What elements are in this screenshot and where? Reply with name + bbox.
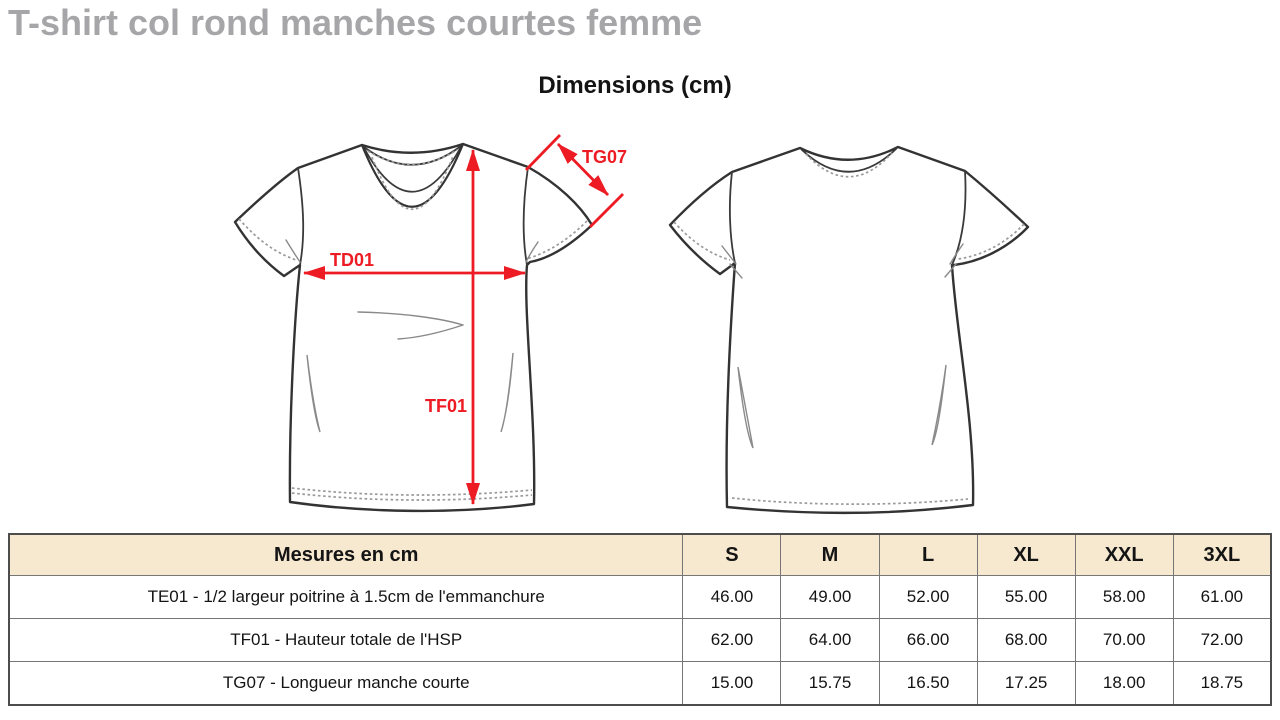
tg07-extension-line-bottom (589, 193, 624, 228)
front-hem-stitch-2 (291, 487, 533, 496)
table-row-te01: TE01 - 1/2 largeur poitrine à 1.5cm de l… (8, 575, 1272, 619)
column-header-size-3xl: 3XL (1172, 533, 1272, 576)
back-right-sleeve-stitch (957, 223, 1025, 260)
back-left-sleeve-stitch (673, 221, 731, 261)
column-header-size-xl: XL (976, 533, 1076, 576)
front-right-sleeve-stitch (525, 220, 588, 260)
column-header-mesures: Mesures en cm (8, 533, 684, 576)
size-value-cell: 68.00 (976, 618, 1076, 662)
column-header-size-xxl: XXL (1074, 533, 1174, 576)
dimensions-heading: Dimensions (cm) (538, 72, 732, 99)
page-title: T-shirt col rond manches courtes femme (8, 2, 703, 43)
back-wrinkles (721, 243, 964, 449)
size-value-cell: 17.25 (976, 661, 1076, 706)
front-shirt-silhouette (233, 142, 594, 513)
measure-label-cell: TF01 - Hauteur totale de l'HSP (8, 618, 684, 662)
size-value-cell: 46.00 (682, 575, 782, 619)
tf01-label: TF01 (425, 396, 467, 416)
measure-label-cell: TE01 - 1/2 largeur poitrine à 1.5cm de l… (8, 575, 684, 619)
column-header-size-m: M (780, 533, 880, 576)
back-right-armhole-seam (951, 170, 967, 266)
size-value-cell: 61.00 (1172, 575, 1272, 619)
front-right-armhole-seam (522, 166, 529, 266)
front-view-drawing: TD01 TF01 TG07 (233, 134, 627, 513)
front-hem-stitch (291, 492, 533, 501)
size-table: Mesures en cm S M L XL XXL 3XL TE01 - 1/… (8, 533, 1272, 706)
size-value-cell: 70.00 (1074, 618, 1174, 662)
size-value-cell: 49.00 (780, 575, 880, 619)
size-value-cell: 66.00 (878, 618, 978, 662)
table-row-tf01: TF01 - Hauteur totale de l'HSP 62.00 64.… (8, 618, 1272, 662)
back-shirt-silhouette (668, 145, 1030, 514)
size-value-cell: 72.00 (1172, 618, 1272, 662)
column-header-size-s: S (682, 533, 782, 576)
td01-label: TD01 (330, 250, 374, 270)
back-view-drawing (668, 145, 1030, 514)
size-value-cell: 18.00 (1074, 661, 1174, 706)
tg07-extension-line-top (524, 134, 562, 171)
size-value-cell: 52.00 (878, 575, 978, 619)
front-collar (360, 142, 465, 211)
table-header-row: Mesures en cm S M L XL XXL 3XL (8, 533, 1272, 576)
back-collar (801, 148, 897, 178)
size-value-cell: 58.00 (1074, 575, 1174, 619)
size-value-cell: 62.00 (682, 618, 782, 662)
column-header-size-l: L (878, 533, 978, 576)
front-left-sleeve-stitch (238, 218, 297, 261)
measure-label-cell: TG07 - Longueur manche courte (8, 661, 684, 706)
front-wrinkles (285, 239, 539, 433)
size-value-cell: 55.00 (976, 575, 1076, 619)
size-value-cell: 64.00 (780, 618, 880, 662)
size-value-cell: 15.75 (780, 661, 880, 706)
size-value-cell: 15.00 (682, 661, 782, 706)
table-row-tg07: TG07 - Longueur manche courte 15.00 15.7… (8, 661, 1272, 706)
tg07-label: TG07 (582, 147, 627, 167)
back-left-armhole-seam (728, 171, 736, 264)
tg07-arrow (557, 143, 609, 196)
front-left-armhole-seam (297, 167, 305, 266)
size-value-cell: 16.50 (878, 661, 978, 706)
size-value-cell: 18.75 (1172, 661, 1272, 706)
